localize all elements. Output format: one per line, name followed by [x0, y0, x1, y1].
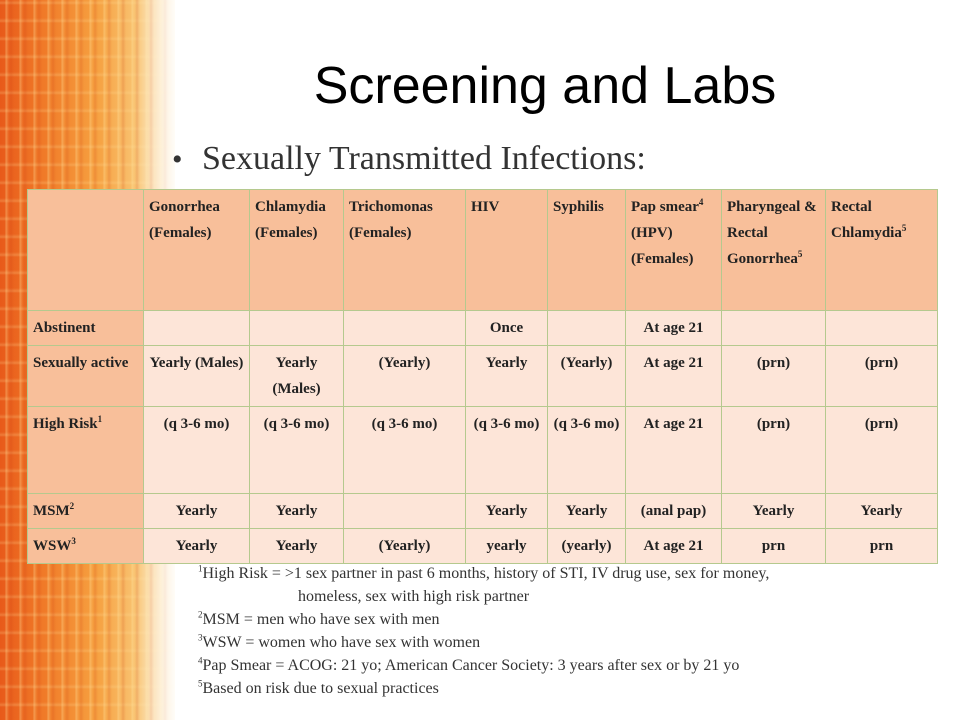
footnotes: 1High Risk = >1 sex partner in past 6 mo… — [198, 562, 938, 700]
header-hiv: HIV — [465, 189, 548, 311]
sti-screening-table: Gonorrhea (Females) Chlamydia (Females) … — [27, 189, 938, 564]
table-cell — [343, 493, 466, 529]
table-cell: (prn) — [825, 345, 938, 407]
table-cell: Yearly — [143, 528, 250, 564]
footnote: 1High Risk = >1 sex partner in past 6 mo… — [198, 563, 770, 582]
header-gonorrhea: Gonorrhea (Females) — [143, 189, 250, 311]
table-cell: (yearly) — [547, 528, 626, 564]
footnote: 5Based on risk due to sexual practices — [198, 678, 439, 697]
table-cell: (prn) — [825, 406, 938, 494]
table-cell: Yearly (Males) — [249, 345, 344, 407]
header-pap-smear: Pap smear4 (HPV) (Females) — [625, 189, 722, 311]
header-chlamydia: Chlamydia (Females) — [249, 189, 344, 311]
row-label: WSW3 — [27, 528, 144, 564]
table-cell: Yearly — [465, 493, 548, 529]
table-cell — [343, 310, 466, 346]
table-row: High Risk1 (q 3-6 mo) (q 3-6 mo) (q 3-6 … — [27, 406, 938, 494]
row-label: Sexually active — [27, 345, 144, 407]
table-cell: (q 3-6 mo) — [249, 406, 344, 494]
table-header-row: Gonorrhea (Females) Chlamydia (Females) … — [27, 189, 938, 311]
row-label: Abstinent — [27, 310, 144, 346]
header-corner — [27, 189, 144, 311]
slide-title: Screening and Labs — [313, 57, 777, 115]
header-syphilis: Syphilis — [547, 189, 626, 311]
footnote: 3WSW = women who have sex with women — [198, 632, 481, 651]
footnote: 4Pap Smear = ACOG: 21 yo; American Cance… — [198, 655, 740, 674]
table-cell: At age 21 — [625, 345, 722, 407]
header-trichomonas: Trichomonas (Females) — [343, 189, 466, 311]
table-cell: Once — [465, 310, 548, 346]
table-cell: At age 21 — [625, 528, 722, 564]
row-label: MSM2 — [27, 493, 144, 529]
table-cell — [547, 310, 626, 346]
table-cell: (q 3-6 mo) — [465, 406, 548, 494]
footnote: 2MSM = men who have sex with men — [198, 609, 440, 628]
table-cell: (Yearly) — [343, 345, 466, 407]
table-cell: prn — [825, 528, 938, 564]
table-cell: (q 3-6 mo) — [143, 406, 250, 494]
table-cell: At age 21 — [625, 406, 722, 494]
header-pharyngeal-rectal-gonorrhea: Pharyngeal & Rectal Gonorrhea5 — [721, 189, 826, 311]
bullet-icon: • — [172, 143, 183, 176]
table-cell: (prn) — [721, 345, 826, 407]
table-cell: Yearly — [249, 493, 344, 529]
table-cell: Yearly — [143, 493, 250, 529]
table-row: MSM2 Yearly Yearly Yearly Yearly (anal p… — [27, 493, 938, 529]
header-rectal-chlamydia: Rectal Chlamydia5 — [825, 189, 938, 311]
table-cell: (Yearly) — [343, 528, 466, 564]
table-cell: Yearly (Males) — [143, 345, 250, 407]
table-cell: yearly — [465, 528, 548, 564]
table-cell: Yearly — [547, 493, 626, 529]
table-cell: (anal pap) — [625, 493, 722, 529]
table-cell: Yearly — [721, 493, 826, 529]
table-cell: Yearly — [465, 345, 548, 407]
table-cell — [249, 310, 344, 346]
table-cell: (q 3-6 mo) — [343, 406, 466, 494]
table-row: Sexually active Yearly (Males) Yearly (M… — [27, 345, 938, 407]
bullet-text: Sexually Transmitted Infections: — [202, 140, 646, 177]
table-cell — [825, 310, 938, 346]
footnote-continuation: homeless, sex with high risk partner — [298, 588, 530, 605]
table-row: WSW3 Yearly Yearly (Yearly) yearly (year… — [27, 528, 938, 564]
table-cell: At age 21 — [625, 310, 722, 346]
table-cell: (Yearly) — [547, 345, 626, 407]
table-cell: (q 3-6 mo) — [547, 406, 626, 494]
table-cell: prn — [721, 528, 826, 564]
table-cell: Yearly — [249, 528, 344, 564]
table-cell: (prn) — [721, 406, 826, 494]
table-cell: Yearly — [825, 493, 938, 529]
table-cell — [721, 310, 826, 346]
table-cell — [143, 310, 250, 346]
row-label: High Risk1 — [27, 406, 144, 494]
table-row: Abstinent Once At age 21 — [27, 310, 938, 346]
bullet-heading: • Sexually Transmitted Infections: — [172, 140, 646, 178]
